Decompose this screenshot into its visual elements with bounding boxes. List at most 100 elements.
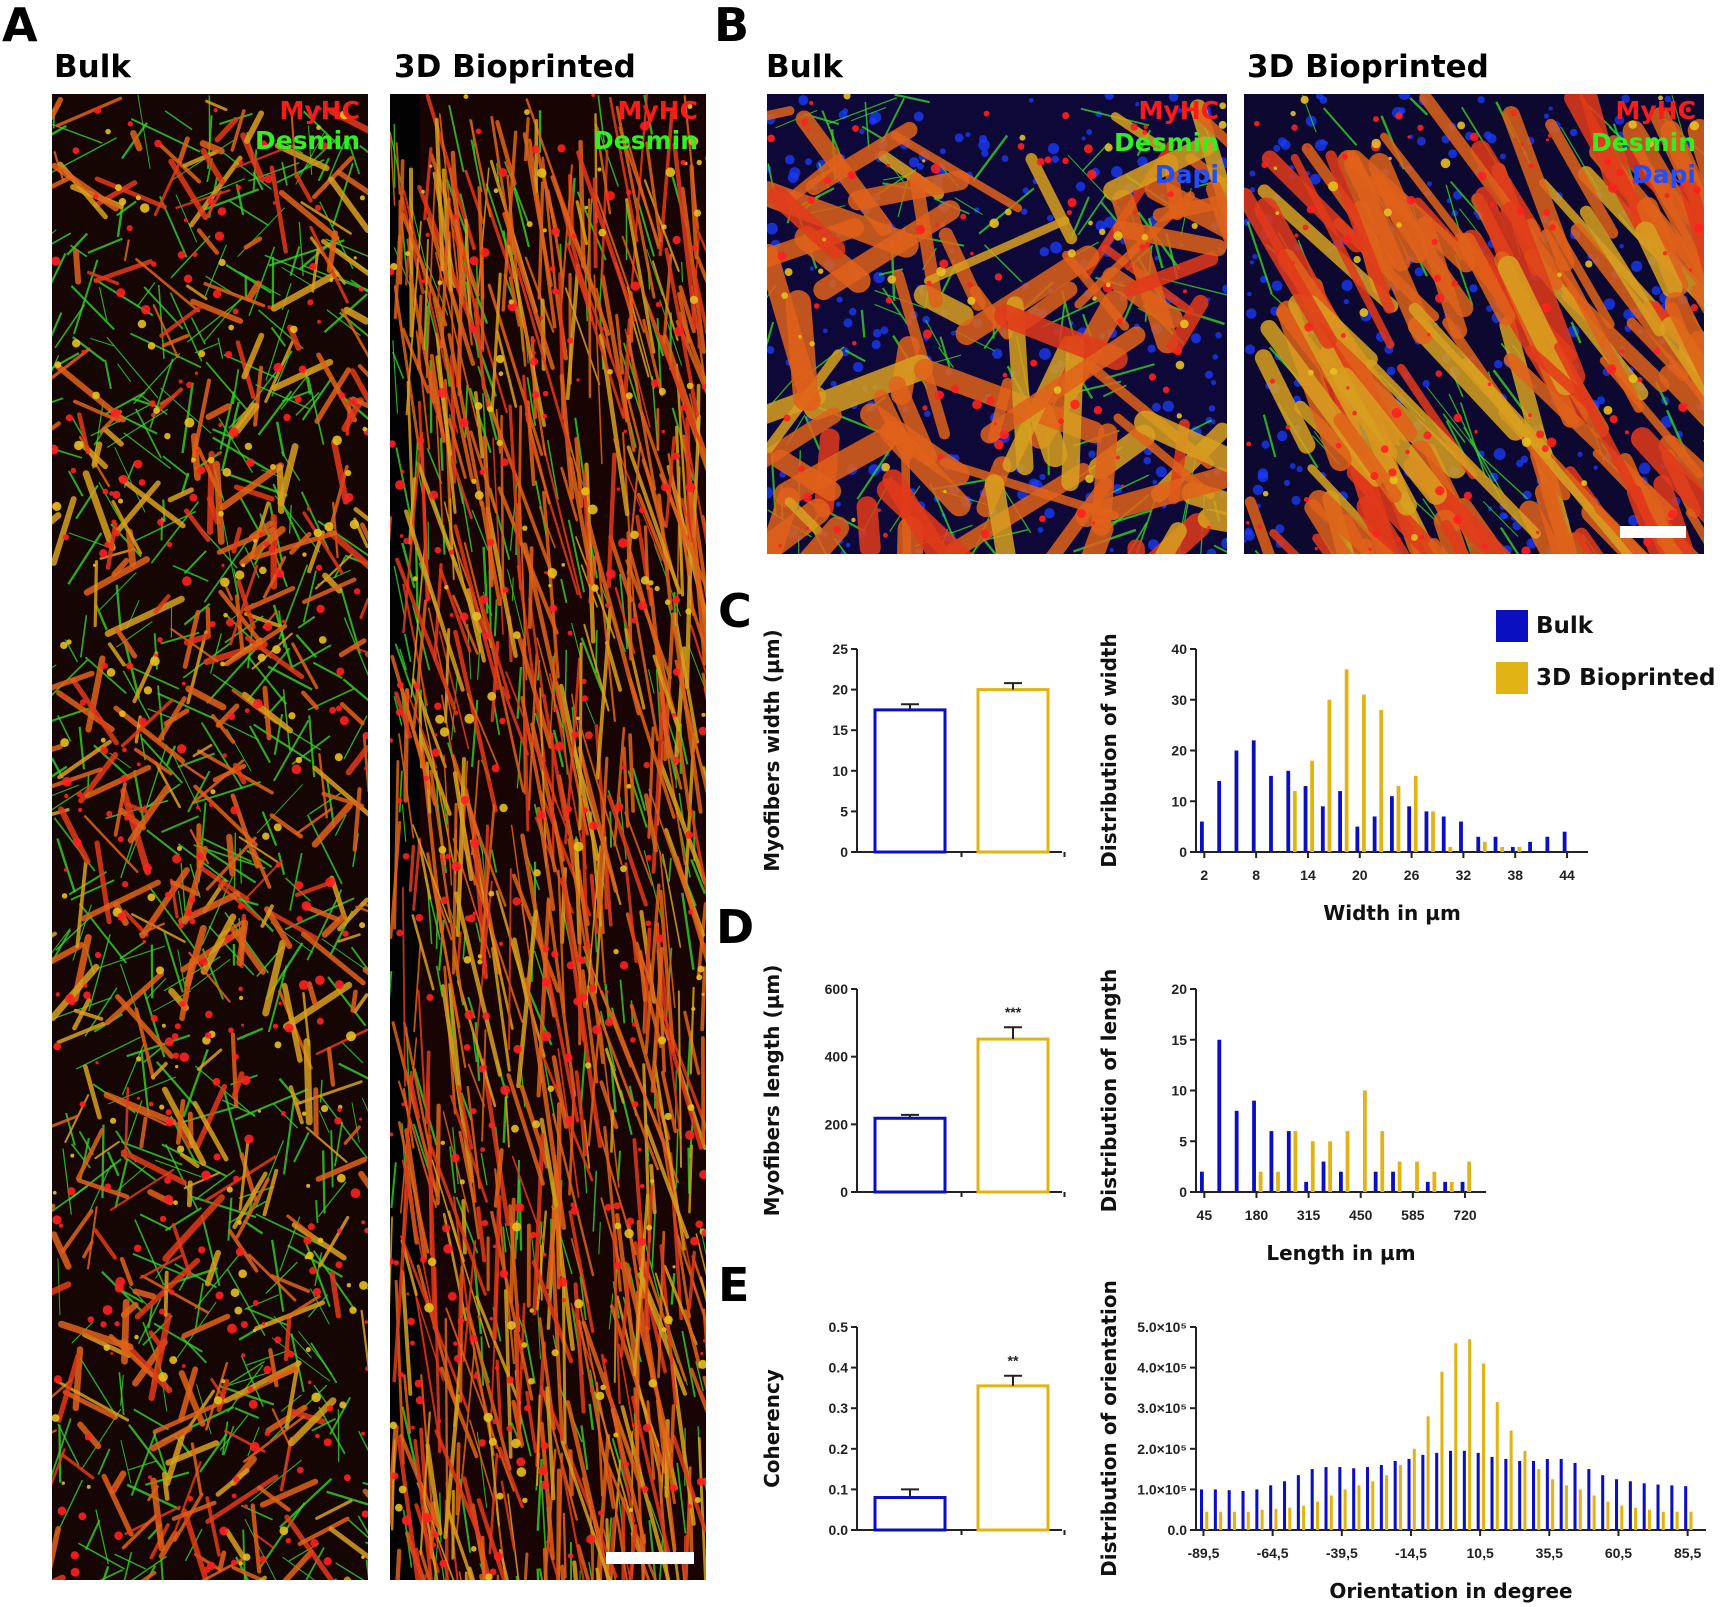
hist-bar-bioprinted	[1293, 1131, 1298, 1192]
hist-bar-bioprinted	[1362, 694, 1366, 852]
y-tick-label: 0	[1179, 1184, 1187, 1200]
y-tick-label: 0.3	[829, 1400, 849, 1416]
hist-bar-bulk	[1441, 816, 1446, 852]
hist-bar-bulk	[1462, 1450, 1466, 1530]
panel-letter-c: C	[718, 584, 752, 638]
hist-bar-bioprinted	[1481, 1363, 1485, 1530]
y-tick-label: 1.0×10⁵	[1137, 1481, 1187, 1497]
hist-bar-bulk	[1391, 1171, 1395, 1192]
hist-bar-bioprinted	[1310, 1141, 1315, 1192]
hist-bar-bulk	[1338, 1467, 1342, 1530]
y-tick-label: 0	[1179, 844, 1187, 860]
hist-bar-bioprinted	[1362, 1090, 1367, 1192]
hist-bar-bioprinted	[1412, 1448, 1416, 1530]
hist-bar-bioprinted	[1606, 1501, 1610, 1530]
y-tick-label: 5	[840, 803, 848, 819]
hist-bar-bulk	[1213, 1489, 1217, 1530]
panel-b-title-bulk: Bulk	[766, 49, 843, 85]
panel-a-title-bulk: Bulk	[54, 49, 131, 85]
hist-bar-bulk	[1379, 1465, 1383, 1530]
y-tick-label: 20	[1171, 981, 1187, 997]
hist-bar-bulk	[1628, 1481, 1632, 1530]
y-tick-label: 5	[1179, 1133, 1187, 1149]
legend-item-bioprinted: 3D Bioprinted	[1496, 658, 1715, 698]
hist-bar-bioprinted	[1482, 841, 1487, 852]
hist-bar-bioprinted	[1219, 1511, 1223, 1530]
y-tick-label: 20	[832, 682, 848, 698]
scale-bar	[606, 1552, 694, 1564]
stain-label-myhc: MyHC	[279, 96, 360, 125]
x-tick-label: 720	[1453, 1207, 1477, 1223]
hist-bar-bioprinted	[1454, 1343, 1458, 1530]
hist-bar-bulk	[1407, 1458, 1411, 1530]
hist-bar-bulk	[1372, 816, 1377, 852]
hist-bar-bioprinted	[1551, 1479, 1555, 1530]
hist-bar-bioprinted	[1357, 1485, 1361, 1530]
hist-bar-bulk	[1234, 1110, 1239, 1192]
hist-bar-bioprinted	[1246, 1511, 1250, 1530]
y-tick-label: 10	[832, 763, 848, 779]
x-tick-label: 32	[1456, 867, 1472, 883]
hist-bar-bioprinted	[1397, 1161, 1402, 1192]
hist-bar-bulk	[1587, 1469, 1591, 1530]
hist-bar-bulk	[1286, 770, 1291, 852]
hist-bar-bioprinted	[1328, 1141, 1333, 1192]
y-tick-label: 40	[1171, 641, 1187, 657]
hist-bar-bulk	[1324, 1467, 1328, 1530]
hist-bar-bioprinted	[1344, 669, 1349, 852]
hist-bar-bioprinted	[1495, 1402, 1499, 1530]
hist-bar-bulk	[1476, 836, 1481, 852]
x-tick-label: -14,5	[1395, 1545, 1427, 1561]
x-tick-label: 8	[1252, 867, 1260, 883]
stain-label-myhc: MyHC	[617, 96, 698, 125]
hist-bar-bulk	[1200, 1171, 1204, 1192]
hist-bar-bulk	[1562, 831, 1567, 852]
x-tick-label: 315	[1297, 1207, 1321, 1223]
legend-swatch-bulk	[1496, 610, 1528, 642]
y-axis-title: Distribution of length	[1097, 969, 1121, 1213]
hist-bar-bulk	[1528, 841, 1532, 852]
hist-bar-bioprinted	[1431, 811, 1435, 852]
hist-bar-bulk	[1684, 1486, 1688, 1530]
hist-bar-bulk	[1559, 1458, 1563, 1530]
hist-bar-bioprinted	[1302, 1505, 1306, 1530]
micrograph-texture	[390, 94, 706, 1580]
hist-bar-bioprinted	[1432, 1171, 1437, 1192]
hist-bar-bioprinted	[1449, 1181, 1454, 1192]
hist-bar-bioprinted	[1288, 1507, 1292, 1530]
y-tick-label: 10	[1171, 1083, 1187, 1099]
hist-bar-bioprinted	[1258, 1171, 1263, 1192]
hist-bar-bulk	[1234, 750, 1239, 852]
x-tick-label: 2	[1200, 867, 1208, 883]
micrograph-texture	[52, 94, 368, 1580]
legend-item-bulk: Bulk	[1496, 606, 1715, 646]
hist-bar-bulk	[1449, 1450, 1453, 1530]
y-tick-label: 25	[832, 641, 848, 657]
hist-bar-bulk	[1355, 826, 1360, 852]
hist-bar-bioprinted	[1620, 1505, 1624, 1530]
hist-bar-bulk	[1339, 1171, 1343, 1192]
stain-label-desmin: Desmin	[1590, 128, 1696, 157]
micrograph-a-bioprinted: MyHC Desmin	[390, 94, 706, 1580]
x-tick-label: 20	[1352, 867, 1368, 883]
hist-bar-bioprinted	[1517, 846, 1522, 852]
y-axis-title: Myofibers length (µm)	[760, 965, 784, 1217]
hist-bar-bioprinted	[1426, 1416, 1430, 1530]
hist-bar-bulk	[1407, 806, 1412, 852]
x-tick-label: 26	[1404, 867, 1420, 883]
stain-label-dapi: Dapi	[1631, 160, 1696, 189]
x-tick-label: -39,5	[1326, 1545, 1358, 1561]
x-axis-title: Width in µm	[1323, 901, 1461, 925]
x-tick-label: 45	[1197, 1207, 1213, 1223]
hist-bar-bioprinted	[1205, 1511, 1209, 1530]
hist-bar-bulk	[1304, 1181, 1309, 1192]
hist-bar-bioprinted	[1310, 760, 1314, 852]
hist-bar-bioprinted	[1413, 775, 1418, 852]
hist-bar-bioprinted	[1689, 1511, 1693, 1530]
legend-label: 3D Bioprinted	[1536, 665, 1716, 691]
x-tick-label: 60,5	[1605, 1545, 1632, 1561]
hist-bar-bulk	[1459, 821, 1463, 852]
